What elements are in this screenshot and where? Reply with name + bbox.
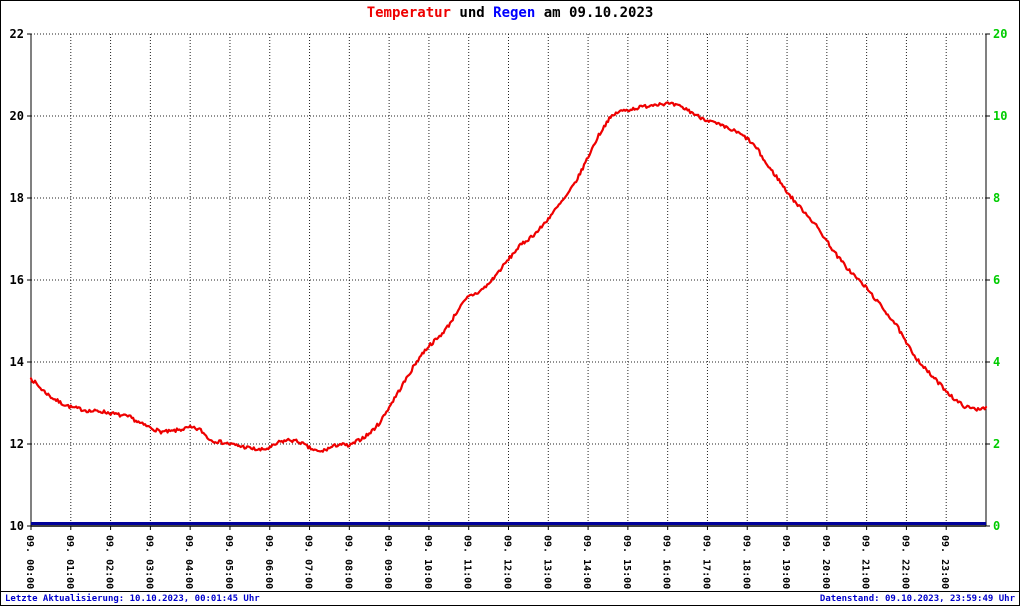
- svg-text:09. 14:00: 09. 14:00: [581, 535, 592, 589]
- svg-text:0: 0: [993, 519, 1000, 533]
- svg-text:09. 20:00: 09. 20:00: [820, 535, 831, 589]
- title-temp-label: Temperatur: [366, 5, 451, 21]
- svg-text:09. 05:00: 09. 05:00: [223, 535, 234, 589]
- svg-text:09. 11:00: 09. 11:00: [462, 535, 473, 589]
- title-mid-text: und: [450, 5, 494, 21]
- svg-text:09. 22:00: 09. 22:00: [899, 535, 910, 589]
- svg-text:09. 17:00: 09. 17:00: [700, 535, 711, 589]
- title-date-suffix: am 09.10.2023: [535, 5, 654, 21]
- svg-text:09. 04:00: 09. 04:00: [183, 535, 194, 589]
- svg-text:09. 02:00: 09. 02:00: [104, 535, 115, 589]
- svg-text:16: 16: [10, 273, 24, 287]
- title-rain-label: Regen: [493, 5, 536, 21]
- svg-text:4: 4: [993, 355, 1000, 369]
- last-update-text: Letzte Aktualisierung: 10.10.2023, 00:01…: [5, 593, 260, 604]
- svg-text:22: 22: [10, 27, 24, 41]
- svg-text:6: 6: [993, 273, 1000, 287]
- data-timestamp-text: Datenstand: 09.10.2023, 23:59:49 Uhr: [819, 593, 1015, 604]
- svg-text:14: 14: [10, 355, 24, 369]
- svg-text:09. 16:00: 09. 16:00: [661, 535, 672, 589]
- svg-text:09. 15:00: 09. 15:00: [621, 535, 632, 589]
- svg-text:09. 23:00: 09. 23:00: [939, 535, 950, 589]
- svg-text:09. 18:00: 09. 18:00: [740, 535, 751, 589]
- svg-text:09. 19:00: 09. 19:00: [780, 535, 791, 589]
- svg-text:09. 03:00: 09. 03:00: [143, 535, 154, 589]
- svg-text:12: 12: [10, 437, 24, 451]
- chart-title: Temperatur und Regen am 09.10.2023: [1, 5, 1019, 21]
- svg-text:09. 10:00: 09. 10:00: [422, 535, 433, 589]
- status-bar: Letzte Aktualisierung: 10.10.2023, 00:01…: [1, 591, 1019, 605]
- svg-text:09. 12:00: 09. 12:00: [502, 535, 513, 589]
- svg-text:09. 08:00: 09. 08:00: [342, 535, 353, 589]
- svg-text:09. 01:00: 09. 01:00: [64, 535, 75, 589]
- svg-text:09. 13:00: 09. 13:00: [541, 535, 552, 589]
- svg-text:20: 20: [10, 109, 24, 123]
- svg-text:10: 10: [993, 109, 1007, 123]
- svg-text:20: 20: [993, 27, 1007, 41]
- svg-text:2: 2: [993, 437, 1000, 451]
- svg-text:09. 00:00: 09. 00:00: [24, 535, 35, 589]
- svg-text:09. 09:00: 09. 09:00: [382, 535, 393, 589]
- svg-text:10: 10: [10, 519, 24, 533]
- svg-text:8: 8: [993, 191, 1000, 205]
- svg-text:09. 07:00: 09. 07:00: [303, 535, 314, 589]
- svg-text:09. 06:00: 09. 06:00: [263, 535, 274, 589]
- svg-text:09. 21:00: 09. 21:00: [860, 535, 871, 589]
- svg-text:18: 18: [10, 191, 24, 205]
- temperature-rain-chart: 22 20 20 10 18 8 16 6 14 4 12 2 10 0 09. 00:00 09. 01:0…: [10, 27, 1008, 589]
